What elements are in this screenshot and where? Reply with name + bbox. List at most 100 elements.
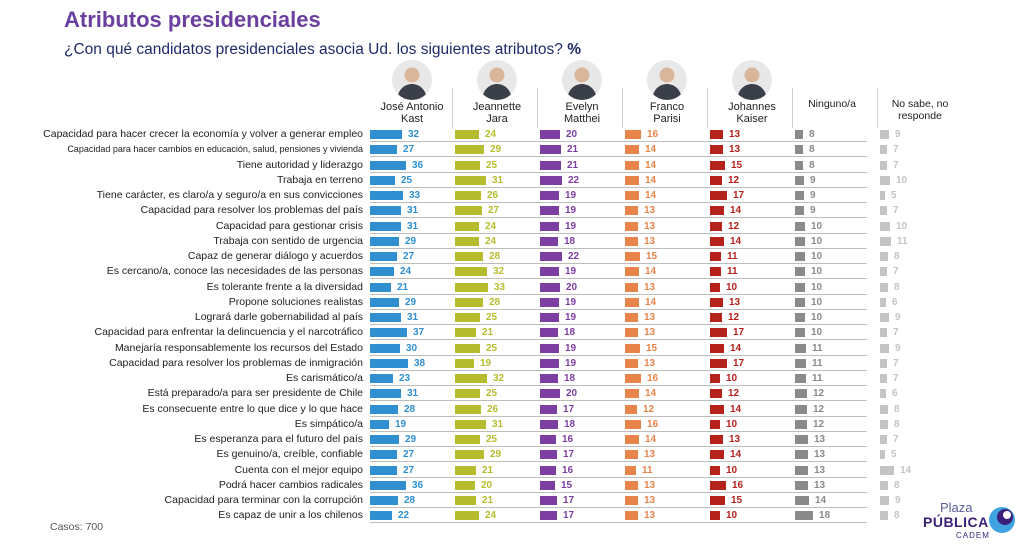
page-title: Atributos presidenciales <box>64 7 321 32</box>
table-row: Capacidad para enfrentar la delincuencia… <box>0 325 1024 341</box>
row-label: Capacidad para enfrentar la delincuencia… <box>94 326 364 339</box>
cell-no-sabe-no-responde: 10 <box>880 173 964 188</box>
bar-no-sabe-no-responde <box>880 496 889 505</box>
logo-line-2: PÚBLICA <box>923 514 989 530</box>
bar-jeannette-jara <box>455 374 487 383</box>
bar-jeannette-jara <box>455 313 480 322</box>
value-label: 7 <box>893 357 899 369</box>
bar-jose-antonio-kast <box>370 419 389 429</box>
column-name: Jeannette Jara <box>472 101 522 125</box>
bar-franco-parisi <box>625 511 638 521</box>
cell-jeannette-jara: 24 <box>455 219 539 234</box>
row-label: Cuenta con el mejor equipo <box>234 463 363 476</box>
value-label: 32 <box>493 373 505 384</box>
value-label: 28 <box>489 296 501 308</box>
bar-no-sabe-no-responde <box>880 206 887 216</box>
bar-jeannette-jara <box>455 511 479 521</box>
bar-johannes-kaiser <box>710 480 726 490</box>
cell-ninguno-a: 12 <box>795 386 879 401</box>
column-header-jose-antonio-kast: José Antonio Kast <box>370 0 454 128</box>
bar-jeannette-jara <box>455 145 484 155</box>
bar-ninguno-a <box>795 191 804 200</box>
bar-johannes-kaiser <box>710 343 724 353</box>
value-label: 22 <box>398 510 410 522</box>
bar-evelyn-matthei <box>540 358 559 368</box>
cell-no-sabe-no-responde: 8 <box>880 249 964 264</box>
cell-jose-antonio-kast: 30 <box>370 341 454 356</box>
value-label: 33 <box>409 190 421 201</box>
row-label: Capacidad para resolver los problemas de… <box>109 356 363 369</box>
row-label: Manejaría responsablemente los recursos … <box>114 341 363 354</box>
row-divider <box>370 171 867 173</box>
value-label: 29 <box>490 449 502 461</box>
value-label: 11 <box>642 464 653 476</box>
cell-no-sabe-no-responde: 11 <box>880 234 964 249</box>
cell-jose-antonio-kast: 27 <box>370 249 454 264</box>
cell-jose-antonio-kast: 33 <box>370 188 454 203</box>
bar-johannes-kaiser <box>710 145 723 155</box>
cell-jeannette-jara: 21 <box>455 463 539 478</box>
bar-no-sabe-no-responde <box>880 328 887 338</box>
bar-ninguno-a <box>795 511 813 521</box>
bar-evelyn-matthei <box>540 404 557 414</box>
bar-evelyn-matthei <box>540 343 559 353</box>
cell-jeannette-jara: 31 <box>455 417 539 432</box>
value-label: 13 <box>729 129 741 140</box>
bar-evelyn-matthei <box>540 328 558 338</box>
cell-franco-parisi: 13 <box>625 447 709 462</box>
table-row: Capacidad para resolver los problemas de… <box>0 356 1024 371</box>
cell-johannes-kaiser: 10 <box>710 417 794 432</box>
cell-evelyn-matthei: 18 <box>540 325 624 340</box>
value-label: 25 <box>486 434 498 445</box>
cell-johannes-kaiser: 14 <box>710 203 794 218</box>
bar-no-sabe-no-responde <box>880 374 887 383</box>
row-label: Capacidad para hacer cambios en educació… <box>67 144 363 155</box>
row-divider <box>370 156 867 158</box>
cell-ninguno-a: 13 <box>795 447 879 462</box>
value-label: 16 <box>647 373 659 384</box>
cell-ninguno-a: 10 <box>795 219 879 234</box>
cell-evelyn-matthei: 17 <box>540 508 624 523</box>
cell-no-sabe-no-responde: 7 <box>880 432 964 447</box>
value-label: 10 <box>896 220 908 232</box>
bar-jose-antonio-kast <box>370 282 391 292</box>
subtitle-text: ¿Con qué candidatos presidenciales asoci… <box>64 41 563 58</box>
bar-no-sabe-no-responde <box>880 343 889 353</box>
cell-jose-antonio-kast: 27 <box>370 463 454 478</box>
cell-no-sabe-no-responde: 9 <box>880 341 964 356</box>
column-separator <box>707 88 708 128</box>
table-row: Tiene autoridad y liderazgo 36 25 21 14 15 8 7 <box>0 158 1024 173</box>
value-label: 9 <box>810 174 816 186</box>
cell-johannes-kaiser: 15 <box>710 158 794 173</box>
cell-evelyn-matthei: 21 <box>540 142 624 157</box>
cell-evelyn-matthei: 18 <box>540 371 624 386</box>
value-label: 14 <box>645 174 657 186</box>
bar-jose-antonio-kast <box>370 465 397 475</box>
bar-ninguno-a <box>795 313 805 322</box>
bar-franco-parisi <box>625 389 639 399</box>
bar-johannes-kaiser <box>710 496 725 505</box>
column-header-franco-parisi: Franco Parisi <box>625 0 709 128</box>
table-row: Capaz de generar diálogo y acuerdos 27 28 2… <box>0 249 1024 264</box>
cell-ninguno-a: 8 <box>795 127 879 142</box>
value-label: 10 <box>811 266 823 278</box>
value-label: 7 <box>893 205 899 217</box>
bar-ninguno-a <box>795 236 805 246</box>
value-label: 13 <box>729 434 741 445</box>
value-label: 20 <box>481 479 493 491</box>
bar-franco-parisi <box>625 160 639 170</box>
bar-ninguno-a <box>795 267 805 277</box>
bar-franco-parisi <box>625 175 639 185</box>
row-divider <box>370 324 867 325</box>
cell-no-sabe-no-responde: 10 <box>880 219 964 234</box>
row-divider <box>370 369 867 371</box>
value-label: 15 <box>646 251 658 262</box>
cell-jeannette-jara: 25 <box>455 158 539 173</box>
value-label: 37 <box>413 327 425 339</box>
bar-ninguno-a <box>795 450 808 460</box>
cell-jose-antonio-kast: 27 <box>370 447 454 462</box>
value-label: 9 <box>895 129 901 140</box>
value-label: 16 <box>732 479 744 491</box>
value-label: 12 <box>813 418 825 430</box>
value-label: 12 <box>813 403 825 415</box>
